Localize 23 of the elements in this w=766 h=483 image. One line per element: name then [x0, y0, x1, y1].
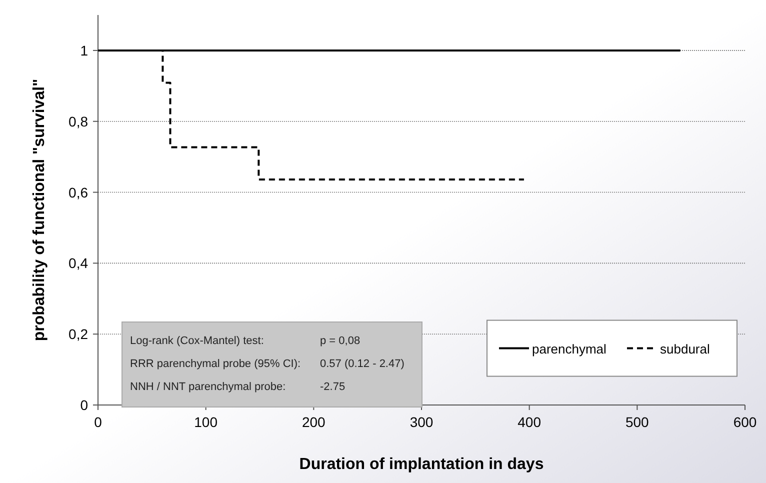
y-tick-label: 0,4: [68, 255, 88, 272]
annotation: NNH / NNT parenchymal probe:: [130, 381, 286, 393]
y-tick-label: 0: [80, 397, 88, 413]
y-axis-title: probability of functional "survival": [31, 78, 48, 342]
annotation: 0.57 (0.12 - 2.47): [320, 358, 404, 370]
x-tick-label: 200: [302, 414, 326, 430]
x-tick-label: 400: [518, 414, 542, 430]
x-axis-title: Duration of implantation in days: [299, 456, 544, 473]
y-tick-label: 0,2: [68, 326, 88, 342]
annotation: Log-rank (Cox-Mantel) test:: [130, 335, 264, 347]
x-tick-label: 600: [733, 414, 757, 430]
y-tick-label: 0,8: [68, 113, 88, 130]
legend-label: parenchymal: [532, 341, 607, 356]
x-tick-label: 0: [94, 414, 102, 430]
x-tick-label: 500: [625, 414, 650, 430]
annotation: RRR parenchymal probe (95% CI):: [130, 358, 301, 370]
annotation: p = 0,08: [320, 335, 360, 347]
y-tick-label: 0,6: [68, 184, 88, 200]
x-tick-label: 100: [194, 414, 218, 430]
annotation: -2.75: [320, 381, 346, 393]
y-tick-label: 1: [80, 42, 88, 58]
legend-label: subdural: [660, 341, 710, 356]
x-tick-label: 300: [410, 414, 434, 430]
